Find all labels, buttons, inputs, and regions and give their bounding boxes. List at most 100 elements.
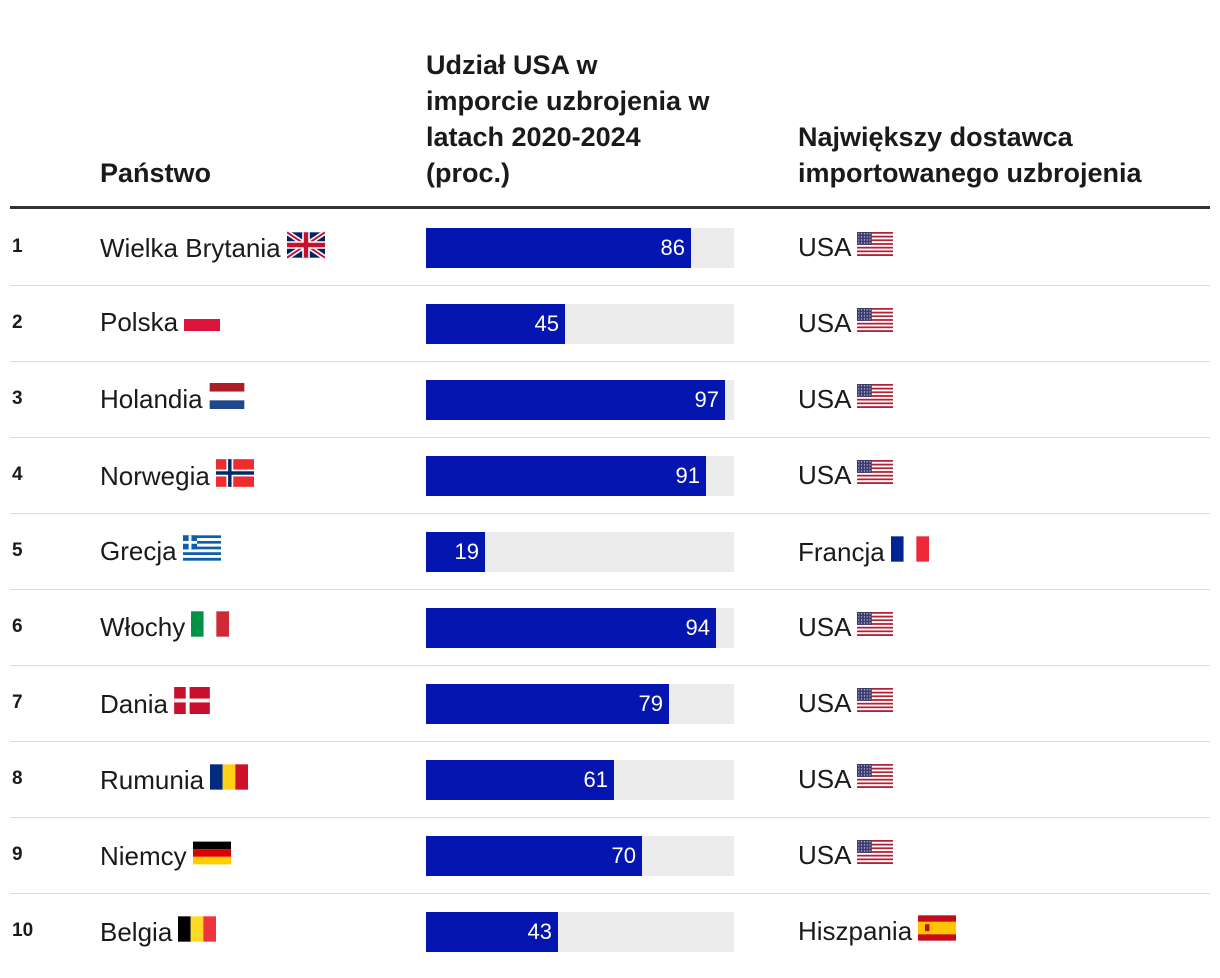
column-header-us-share-line: latach 2020-2024 — [426, 122, 641, 152]
table-row: 1 Wielka Brytania 86 USA — [0, 210, 1220, 286]
bar-value-label: 61 — [583, 767, 608, 792]
bar-track: 43 — [426, 912, 734, 952]
rank-label: 6 — [12, 616, 23, 637]
bar — [426, 456, 706, 496]
country-cell: Belgia — [100, 915, 217, 950]
be-flag-icon — [178, 915, 217, 950]
bar — [426, 760, 614, 800]
column-header-us-share-line: imporcie uzbrojenia w — [426, 86, 710, 116]
bar-track: 70 — [426, 836, 734, 876]
column-header-supplier-line: Największy dostawca — [798, 122, 1073, 152]
row-divider — [10, 285, 1210, 286]
table-row: 8 Rumunia 61 USA — [0, 742, 1220, 818]
rank-label: 1 — [12, 236, 23, 257]
nl-flag-icon — [209, 383, 245, 416]
row-divider — [10, 513, 1210, 514]
table-row: 9 Niemcy 70 USA — [0, 818, 1220, 894]
bar — [426, 912, 558, 952]
uk-flag-icon — [285, 230, 327, 266]
supplier-name: USA — [798, 308, 852, 338]
supplier-name: USA — [798, 688, 852, 718]
country-name: Polska — [100, 307, 179, 337]
supplier-cell: USA — [798, 383, 894, 416]
country-cell: Holandia — [100, 383, 245, 416]
row-divider — [10, 665, 1210, 666]
bar-track: 61 — [426, 760, 734, 800]
us-flag-icon — [857, 459, 894, 492]
bar-value-label: 86 — [660, 235, 685, 260]
country-cell: Wielka Brytania — [100, 230, 327, 266]
table-row: 7 Dania 79 USA — [0, 666, 1220, 742]
bar — [426, 228, 691, 268]
supplier-cell: USA — [798, 839, 894, 872]
bar-value-label: 79 — [638, 691, 663, 716]
table-row: 2 Polska 45 USA — [0, 286, 1220, 362]
rank-label: 7 — [12, 692, 23, 713]
us-flag-icon — [857, 231, 894, 264]
rank-label: 3 — [12, 388, 23, 409]
gr-flag-icon — [182, 535, 221, 568]
bar — [426, 608, 716, 648]
row-divider — [10, 893, 1210, 894]
rank-label: 10 — [12, 920, 34, 941]
supplier-name: USA — [798, 460, 852, 490]
rank-label: 2 — [12, 312, 23, 333]
country-name: Belgia — [100, 917, 173, 947]
dk-flag-icon — [174, 687, 210, 721]
bar-value-label: 91 — [675, 463, 700, 488]
bar — [426, 836, 642, 876]
supplier-name: USA — [798, 612, 852, 642]
bar-track: 19 — [426, 532, 734, 572]
us-flag-icon — [857, 839, 894, 872]
row-divider — [10, 437, 1210, 438]
table-row: 3 Holandia 97 USA — [0, 362, 1220, 438]
supplier-name: USA — [798, 764, 852, 794]
country-name: Dania — [100, 688, 168, 719]
supplier-cell: USA — [798, 231, 894, 264]
country-cell: Włochy — [100, 611, 230, 644]
bar-value-label: 45 — [534, 311, 559, 336]
no-flag-icon — [215, 459, 254, 494]
column-header-us-share-line: (proc.) — [426, 158, 510, 188]
ro-flag-icon — [210, 763, 249, 798]
row-divider — [10, 589, 1210, 590]
supplier-cell: USA — [798, 763, 894, 796]
country-cell: Norwegia — [100, 459, 254, 494]
supplier-name: USA — [798, 840, 852, 870]
pl-flag-icon — [184, 307, 221, 338]
supplier-name: Hiszpania — [798, 916, 913, 946]
bar-track: 86 — [426, 228, 734, 268]
bar-value-label: 97 — [694, 387, 719, 412]
supplier-name: USA — [798, 232, 852, 262]
us-flag-icon — [857, 611, 894, 644]
supplier-name: Francja — [798, 537, 885, 567]
bar-value-label: 70 — [611, 843, 636, 868]
supplier-cell: USA — [798, 307, 894, 340]
bar-value-label: 94 — [685, 615, 710, 640]
bar-track: 94 — [426, 608, 734, 648]
table-row: 10 Belgia 43 Hiszpania — [0, 894, 1220, 970]
rank-label: 8 — [12, 768, 23, 789]
table-row: 5 Grecja 19 Francja — [0, 514, 1220, 590]
row-divider — [10, 361, 1210, 362]
supplier-cell: USA — [798, 459, 894, 492]
country-cell: Rumunia — [100, 763, 249, 798]
bar-track: 45 — [426, 304, 734, 344]
column-header-country: Państwo — [100, 158, 212, 188]
country-name: Grecja — [100, 536, 177, 566]
fr-flag-icon — [890, 535, 929, 570]
bar — [426, 684, 669, 724]
bar-track: 91 — [426, 456, 734, 496]
country-name: Niemcy — [100, 841, 187, 871]
rank-label: 9 — [12, 844, 23, 865]
rank-label: 5 — [12, 540, 23, 561]
table-header: Państwo Udział USA w imporcie uzbrojenia… — [0, 0, 1220, 210]
us-flag-icon — [857, 763, 894, 796]
country-cell: Polska — [100, 307, 221, 338]
bar-track: 79 — [426, 684, 734, 724]
bar-value-label: 43 — [527, 919, 552, 944]
row-divider — [10, 741, 1210, 742]
us-flag-icon — [857, 383, 894, 416]
supplier-cell: USA — [798, 687, 894, 720]
supplier-cell: USA — [798, 611, 894, 644]
